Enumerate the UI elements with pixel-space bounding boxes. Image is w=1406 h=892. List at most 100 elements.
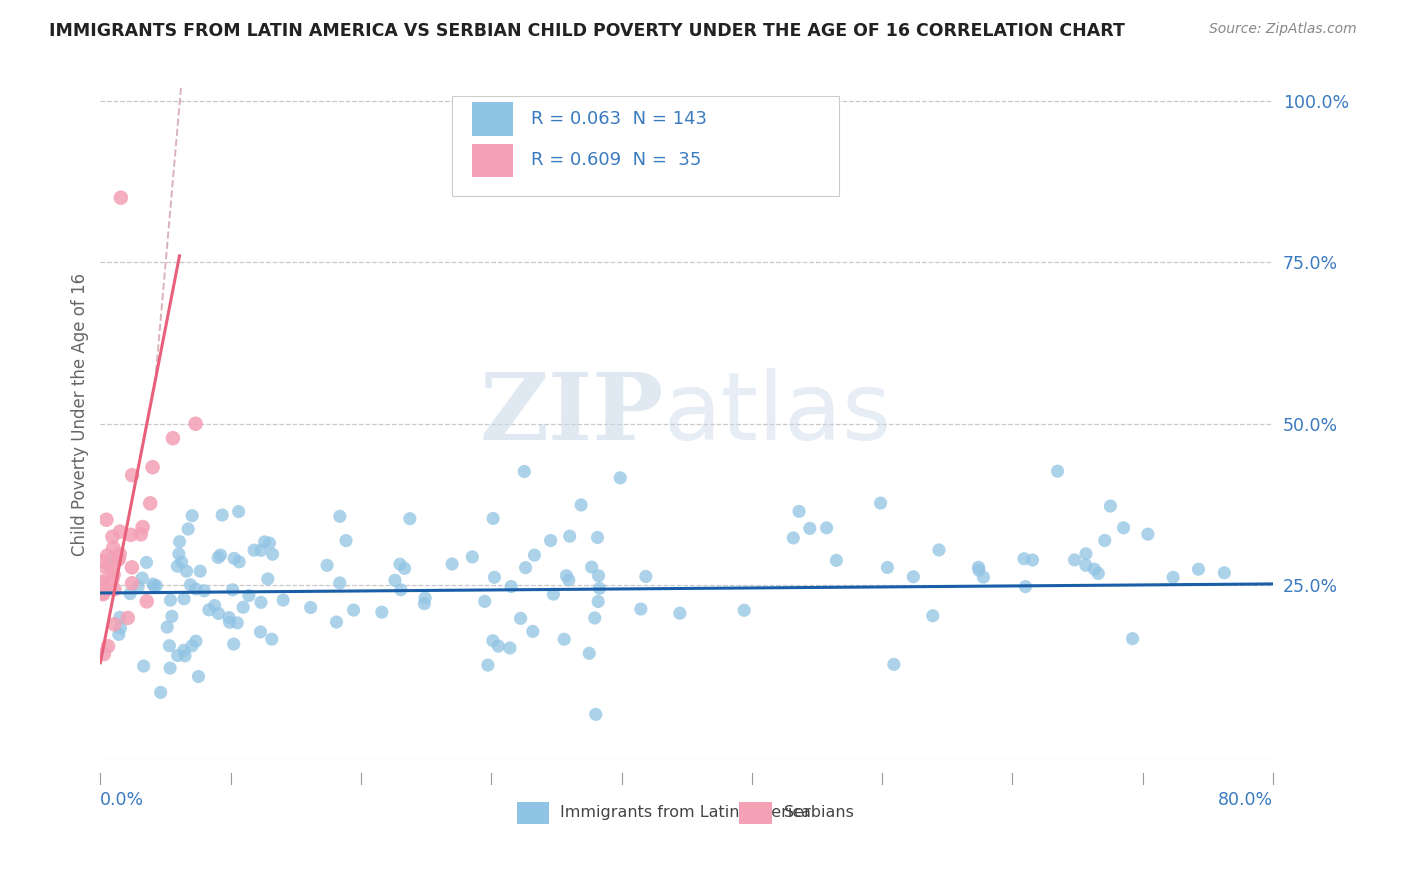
Point: [262, 547, 284, 561]
Point: [329, 509, 352, 524]
Point: [583, 611, 606, 625]
Point: [1122, 632, 1144, 646]
Point: [108, 547, 131, 561]
Point: [1014, 580, 1036, 594]
Point: [96, 513, 118, 527]
Point: [588, 582, 610, 596]
Point: [131, 520, 153, 534]
Point: [578, 646, 600, 660]
Text: Source: ZipAtlas.com: Source: ZipAtlas.com: [1209, 22, 1357, 37]
Point: [103, 541, 125, 555]
Point: [103, 567, 125, 582]
Point: [96, 549, 118, 563]
Text: R = 0.063  N = 143: R = 0.063 N = 143: [530, 110, 707, 128]
Point: [177, 522, 200, 536]
Point: [127, 580, 149, 594]
Point: [91, 575, 114, 590]
Point: [159, 661, 181, 675]
Point: [441, 557, 464, 571]
Point: [179, 578, 201, 592]
Point: [815, 521, 838, 535]
Bar: [472, 144, 513, 177]
Point: [101, 573, 124, 587]
Point: [972, 570, 994, 584]
Point: [342, 603, 364, 617]
Point: [585, 707, 607, 722]
Point: [486, 639, 509, 653]
Point: [101, 530, 124, 544]
Point: [91, 587, 114, 601]
Point: [250, 543, 273, 558]
Point: [1012, 551, 1035, 566]
Point: [543, 587, 565, 601]
Point: [581, 560, 603, 574]
Point: [142, 577, 165, 591]
Point: [271, 593, 294, 607]
Point: [184, 634, 207, 648]
Point: [173, 591, 195, 606]
Point: [869, 496, 891, 510]
Point: [501, 580, 523, 594]
Point: [253, 535, 276, 549]
Point: [97, 639, 120, 653]
Point: [515, 560, 537, 574]
Point: [143, 579, 166, 593]
Point: [782, 531, 804, 545]
Point: [232, 600, 254, 615]
Point: [388, 557, 411, 571]
Point: [149, 685, 172, 699]
Point: [586, 531, 609, 545]
Point: [169, 534, 191, 549]
Point: [903, 570, 925, 584]
Point: [120, 528, 142, 542]
Point: [555, 568, 578, 582]
Point: [477, 658, 499, 673]
Point: [588, 568, 610, 582]
Point: [523, 548, 546, 562]
Point: [399, 511, 422, 525]
Point: [1112, 521, 1135, 535]
Point: [1063, 553, 1085, 567]
Point: [825, 553, 848, 567]
Point: [484, 570, 506, 584]
Point: [207, 607, 229, 621]
Point: [90, 574, 112, 589]
Point: [139, 496, 162, 510]
Point: [260, 632, 283, 647]
Point: [110, 191, 132, 205]
Point: [325, 615, 347, 629]
Point: [540, 533, 562, 548]
Point: [967, 563, 990, 577]
Point: [509, 611, 531, 625]
Bar: [740, 802, 772, 824]
Bar: [516, 802, 550, 824]
Point: [181, 639, 204, 653]
Point: [108, 610, 131, 624]
Point: [883, 657, 905, 672]
Point: [166, 559, 188, 574]
Text: IMMIGRANTS FROM LATIN AMERICA VS SERBIAN CHILD POVERTY UNDER THE AGE OF 16 CORRE: IMMIGRANTS FROM LATIN AMERICA VS SERBIAN…: [49, 22, 1125, 40]
Point: [121, 468, 143, 483]
Point: [91, 554, 114, 568]
Point: [176, 564, 198, 578]
Point: [91, 586, 114, 600]
Point: [243, 543, 266, 558]
Point: [461, 549, 484, 564]
Point: [1046, 464, 1069, 478]
Point: [634, 569, 657, 583]
Point: [1099, 499, 1122, 513]
Point: [224, 551, 246, 566]
Point: [228, 555, 250, 569]
Point: [413, 591, 436, 605]
Text: 0.0%: 0.0%: [100, 790, 145, 809]
Point: [207, 550, 229, 565]
Point: [1161, 570, 1184, 584]
Bar: [472, 103, 513, 136]
Point: [218, 610, 240, 624]
Text: Immigrants from Latin America: Immigrants from Latin America: [560, 805, 811, 821]
Point: [499, 640, 522, 655]
Point: [413, 597, 436, 611]
Point: [145, 579, 167, 593]
Point: [174, 648, 197, 663]
Point: [586, 594, 609, 608]
